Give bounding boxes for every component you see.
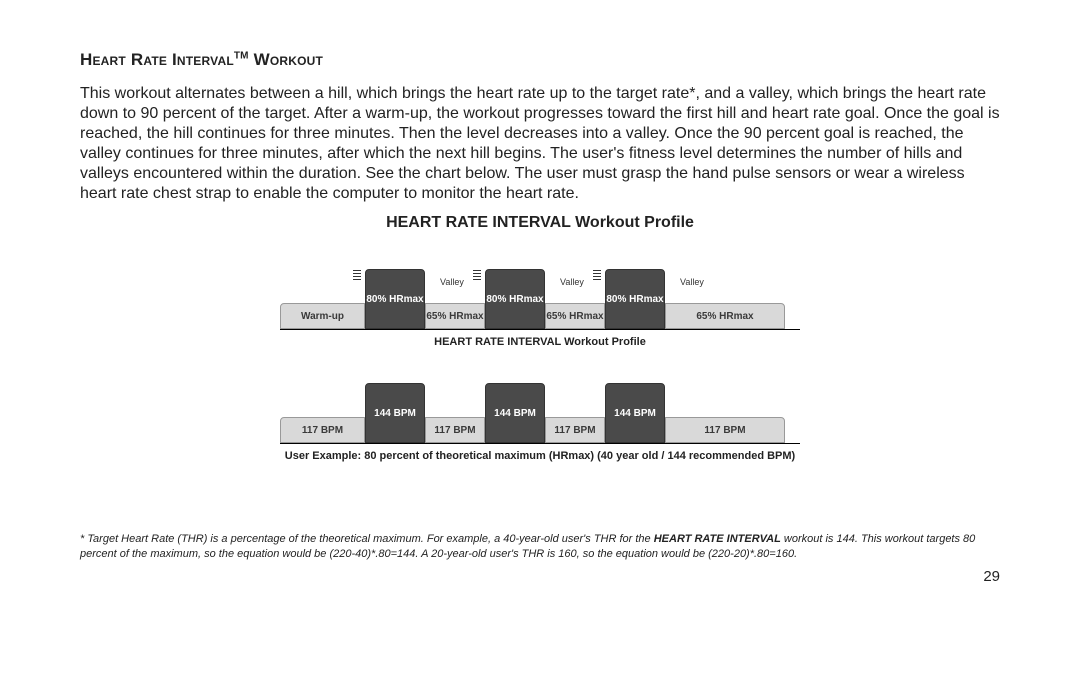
page-number: 29	[80, 568, 1000, 585]
valley-segment: 117 BPM	[425, 417, 485, 443]
chart1-canvas: Warm-up80% HRmax65% HRmax80% HRmax65% HR…	[280, 252, 800, 330]
footnote-bold: HEART RATE INTERVAL	[654, 533, 781, 545]
tick-icon	[473, 270, 481, 282]
body-paragraph: This workout alternates between a hill, …	[80, 84, 1000, 204]
valley-segment: 65% HRmax	[425, 303, 485, 329]
valley-segment: Warm-up	[280, 303, 365, 329]
valley-segment: 117 BPM	[280, 417, 365, 443]
hill-segment: 80% HRmax	[605, 269, 665, 329]
valley-label: Valley	[560, 277, 584, 287]
valley-segment: 117 BPM	[665, 417, 785, 443]
tick-icon	[593, 270, 601, 282]
hill-segment: 80% HRmax	[485, 269, 545, 329]
title-suffix: Workout	[249, 50, 323, 69]
section-title: Heart Rate IntervalTM Workout	[80, 50, 1000, 70]
hill-segment: 144 BPM	[605, 383, 665, 443]
valley-label: Valley	[440, 277, 464, 287]
title-main: Heart Rate Interval	[80, 50, 234, 69]
hill-segment: 144 BPM	[485, 383, 545, 443]
hill-segment: 80% HRmax	[365, 269, 425, 329]
chart-profile-generic: Warm-up80% HRmax65% HRmax80% HRmax65% HR…	[280, 252, 800, 348]
valley-segment: 117 BPM	[545, 417, 605, 443]
tick-icon	[353, 270, 361, 282]
chart2-canvas: 117 BPM144 BPM117 BPM144 BPM117 BPM144 B…	[280, 366, 800, 444]
valley-label: Valley	[680, 277, 704, 287]
chart-section-title: HEART RATE INTERVAL Workout Profile	[80, 214, 1000, 232]
valley-segment: 65% HRmax	[665, 303, 785, 329]
chart1-caption: HEART RATE INTERVAL Workout Profile	[280, 336, 800, 348]
hill-segment: 144 BPM	[365, 383, 425, 443]
chart2-caption: User Example: 80 percent of theoretical …	[280, 450, 800, 462]
chart-profile-example: 117 BPM144 BPM117 BPM144 BPM117 BPM144 B…	[280, 366, 800, 462]
trademark: TM	[234, 50, 249, 61]
footnote: * Target Heart Rate (THR) is a percentag…	[80, 532, 1000, 562]
footnote-pre: * Target Heart Rate (THR) is a percentag…	[80, 533, 654, 545]
valley-segment: 65% HRmax	[545, 303, 605, 329]
